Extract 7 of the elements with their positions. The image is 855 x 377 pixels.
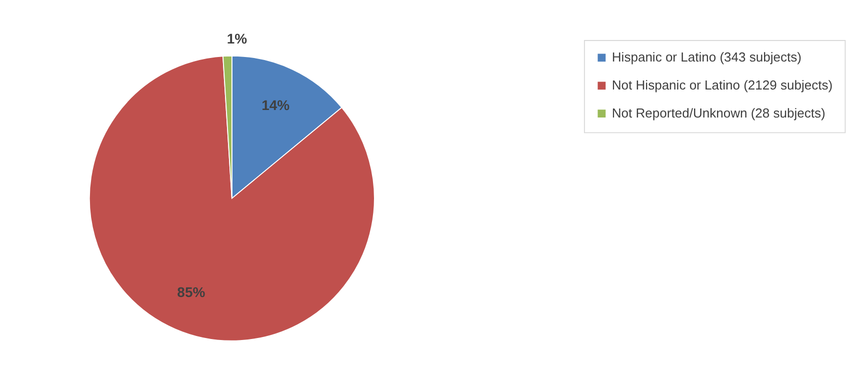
legend-label: Hispanic or Latino (343 subjects) [612,49,802,64]
data-label: 85% [177,284,206,300]
data-label: 1% [226,30,248,46]
legend-label: Not Hispanic or Latino (2129 subjects) [612,77,833,92]
pie-slice [88,56,375,342]
data-label: 14% [262,97,290,114]
legend-label: Not Reported/Unknown (28 subjects) [612,105,826,120]
